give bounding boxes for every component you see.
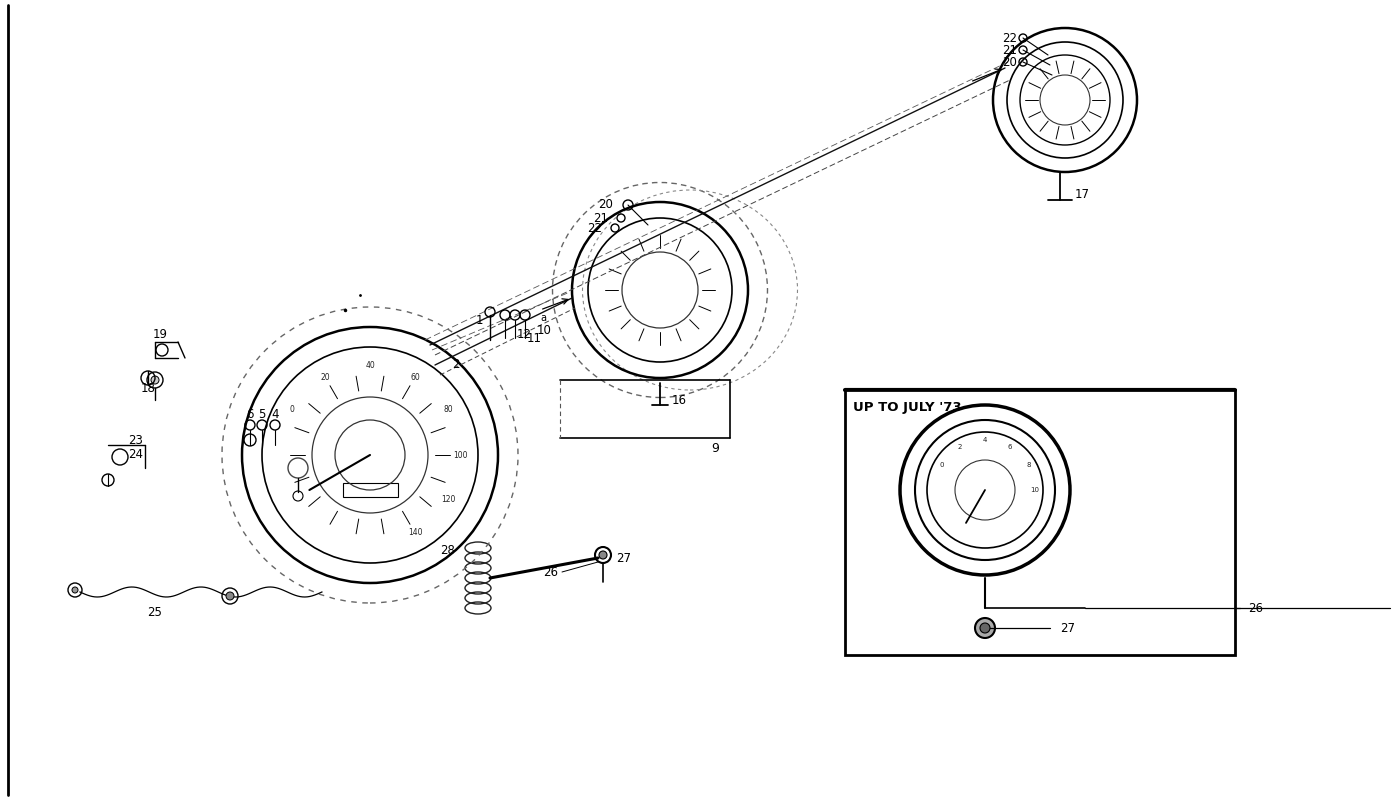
Text: 0: 0 bbox=[939, 462, 944, 468]
Text: UP TO JULY '73: UP TO JULY '73 bbox=[853, 402, 962, 414]
Text: 26: 26 bbox=[1247, 602, 1263, 614]
Bar bbox=[846, 390, 1235, 655]
Text: 80: 80 bbox=[444, 406, 452, 414]
Circle shape bbox=[974, 618, 995, 638]
Text: 100: 100 bbox=[452, 450, 468, 459]
Text: 2: 2 bbox=[958, 444, 962, 450]
Text: 20: 20 bbox=[321, 373, 330, 382]
Text: 5: 5 bbox=[259, 407, 266, 421]
Text: 60: 60 bbox=[410, 373, 420, 382]
Text: 8: 8 bbox=[1026, 462, 1030, 468]
Text: 16: 16 bbox=[672, 394, 687, 406]
Text: 20: 20 bbox=[1002, 55, 1016, 69]
Text: 22: 22 bbox=[587, 222, 602, 234]
Circle shape bbox=[71, 587, 78, 593]
Text: 1: 1 bbox=[476, 314, 483, 326]
Text: 140: 140 bbox=[407, 529, 423, 538]
Text: 22: 22 bbox=[1002, 31, 1016, 45]
Circle shape bbox=[599, 551, 608, 559]
Text: 19: 19 bbox=[153, 329, 168, 342]
Circle shape bbox=[225, 592, 234, 600]
Bar bbox=[343, 483, 398, 497]
Text: 6: 6 bbox=[1008, 444, 1012, 450]
Text: 9: 9 bbox=[711, 442, 720, 454]
Text: 17: 17 bbox=[1075, 189, 1091, 202]
Text: 0: 0 bbox=[290, 406, 294, 414]
Text: 4: 4 bbox=[272, 407, 279, 421]
Text: 6: 6 bbox=[246, 407, 253, 421]
Text: 23: 23 bbox=[127, 434, 143, 446]
Text: 12: 12 bbox=[517, 327, 532, 341]
Text: 25: 25 bbox=[147, 606, 162, 618]
Text: 10: 10 bbox=[538, 323, 552, 337]
Text: 18: 18 bbox=[140, 382, 155, 394]
Text: 2: 2 bbox=[452, 358, 461, 371]
Text: 40: 40 bbox=[365, 361, 375, 370]
Text: 11: 11 bbox=[526, 331, 542, 345]
Text: a: a bbox=[540, 313, 546, 323]
Text: 27: 27 bbox=[616, 551, 631, 565]
Text: 27: 27 bbox=[1060, 622, 1075, 634]
Text: 4: 4 bbox=[983, 437, 987, 443]
Text: 120: 120 bbox=[441, 495, 455, 505]
Text: 10: 10 bbox=[1030, 487, 1039, 493]
Text: 26: 26 bbox=[543, 566, 559, 578]
Text: 21: 21 bbox=[1002, 43, 1016, 57]
Text: 28: 28 bbox=[440, 543, 455, 557]
Text: 20: 20 bbox=[598, 198, 613, 211]
Text: 24: 24 bbox=[127, 449, 143, 462]
Circle shape bbox=[151, 376, 160, 384]
Text: 21: 21 bbox=[594, 211, 608, 225]
Circle shape bbox=[980, 623, 990, 633]
